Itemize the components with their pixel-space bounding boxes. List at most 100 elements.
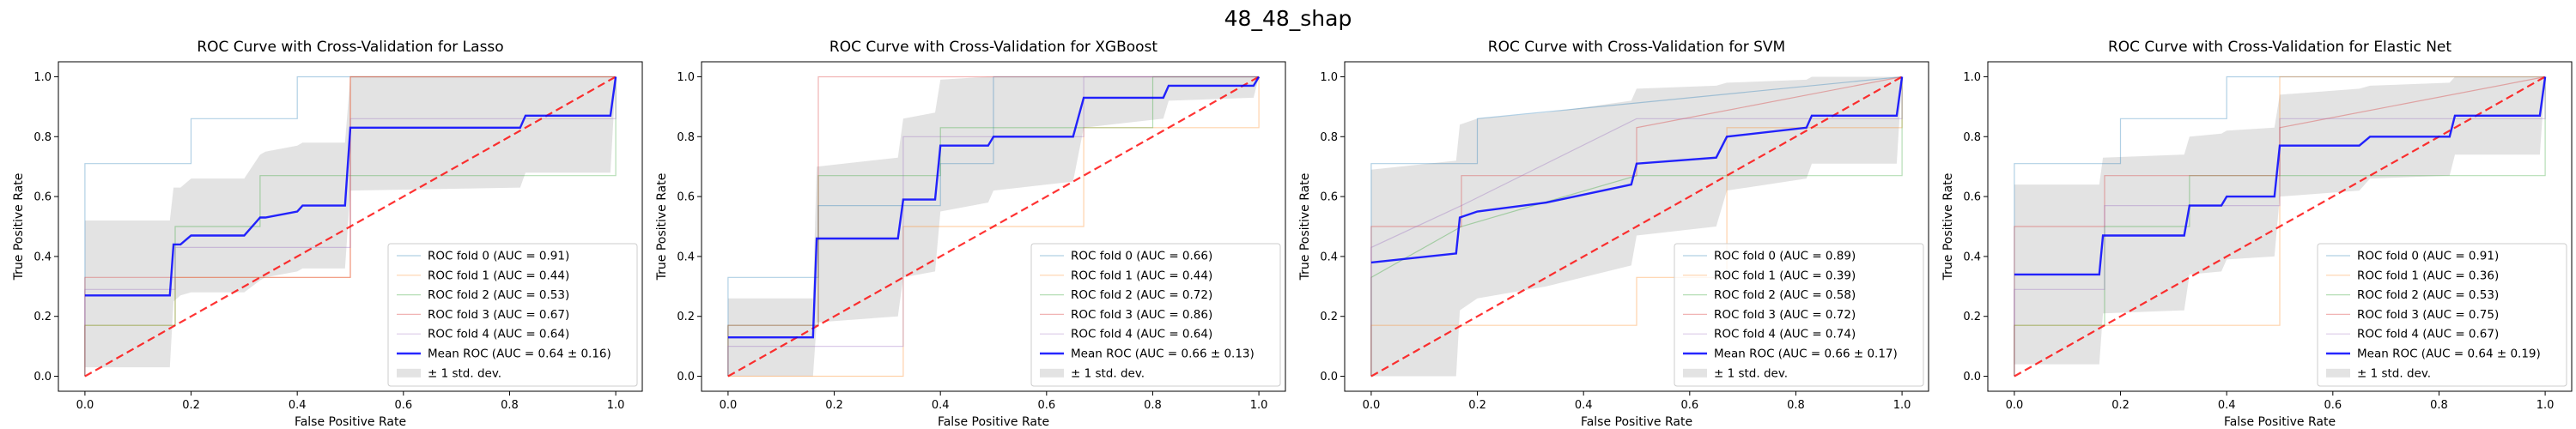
y-tick-label: 0.2 bbox=[33, 311, 52, 323]
legend-label-fold-4: ROC fold 4 (AUC = 0.64) bbox=[428, 328, 569, 341]
x-tick-label: 0.4 bbox=[1575, 399, 1593, 412]
roc-fold-1-line bbox=[2014, 76, 2546, 377]
x-tick-label: 0.6 bbox=[394, 399, 412, 412]
legend-label-fold-1: ROC fold 1 (AUC = 0.36) bbox=[2357, 269, 2499, 282]
x-tick-label: 0.0 bbox=[76, 399, 94, 412]
legend-label-fold-4: ROC fold 4 (AUC = 0.74) bbox=[1714, 328, 1856, 341]
legend-box bbox=[1674, 243, 1924, 387]
y-tick-label: 0.8 bbox=[33, 131, 52, 144]
y-tick-label: 0.4 bbox=[1320, 251, 1338, 263]
roc-fold-2-line bbox=[2014, 76, 2546, 377]
legend-label-mean: Mean ROC (AUC = 0.64 ± 0.16) bbox=[428, 347, 611, 361]
mean-roc-line bbox=[727, 76, 1261, 339]
x-tick-label: 0.2 bbox=[182, 399, 200, 412]
roc-fold-4-line bbox=[84, 76, 617, 377]
y-axis-label: True Positive Rate bbox=[12, 173, 26, 281]
legend-label-mean: Mean ROC (AUC = 0.66 ± 0.17) bbox=[1714, 347, 1898, 361]
x-tick-label: 0.6 bbox=[1680, 399, 1698, 412]
legend-label-mean: Mean ROC (AUC = 0.64 ± 0.19) bbox=[2357, 347, 2541, 361]
x-tick-label: 1.0 bbox=[1893, 399, 1911, 412]
x-tick-label: 1.0 bbox=[607, 399, 625, 412]
roc-fold-2-line bbox=[727, 76, 1260, 377]
legend-label-fold-0: ROC fold 0 (AUC = 0.91) bbox=[2357, 250, 2499, 263]
std-dev-band bbox=[727, 76, 1260, 377]
y-tick-label: 0.2 bbox=[1320, 311, 1338, 323]
x-tick-label: 0.6 bbox=[2324, 399, 2342, 412]
x-tick-label: 0.0 bbox=[1363, 399, 1381, 412]
chance-line bbox=[84, 76, 617, 378]
legend-label-fold-2: ROC fold 2 (AUC = 0.53) bbox=[2357, 288, 2499, 302]
y-tick-label: 0.6 bbox=[677, 191, 695, 204]
chance-line bbox=[727, 76, 1260, 378]
legend-label-fold-0: ROC fold 0 (AUC = 0.66) bbox=[1071, 250, 1212, 263]
legend-swatch-std bbox=[1040, 368, 1064, 378]
legend-label-std: ± 1 std. dev. bbox=[1071, 366, 1145, 380]
legend-label-mean: Mean ROC (AUC = 0.66 ± 0.13) bbox=[1071, 347, 1255, 361]
roc-fold-0-line bbox=[727, 76, 1260, 377]
legend-label-fold-4: ROC fold 4 (AUC = 0.67) bbox=[2357, 328, 2499, 341]
y-tick-label: 1.0 bbox=[33, 71, 52, 84]
x-tick-label: 0.4 bbox=[2218, 399, 2236, 412]
y-tick-label: 0.6 bbox=[1320, 191, 1338, 204]
x-tick-label: 0.4 bbox=[289, 399, 307, 412]
x-tick-label: 1.0 bbox=[1250, 399, 1268, 412]
y-tick-label: 1.0 bbox=[677, 71, 695, 84]
mean-roc-line bbox=[2014, 76, 2547, 276]
legend: ROC fold 0 (AUC = 0.89) ROC fold 1 (AUC =… bbox=[1674, 243, 1924, 387]
y-tick-label: 1.0 bbox=[1963, 71, 1981, 84]
legend-box bbox=[2317, 243, 2567, 387]
roc-fold-2-line bbox=[84, 76, 617, 377]
x-tick-label: 0.2 bbox=[2111, 399, 2129, 412]
roc-panel-2: ROC Curve with Cross-Validation for SVM 0… bbox=[1298, 39, 1929, 429]
legend: ROC fold 0 (AUC = 0.66) ROC fold 1 (AUC =… bbox=[1030, 243, 1281, 387]
legend-label-std: ± 1 std. dev. bbox=[428, 366, 501, 380]
legend-label-std: ± 1 std. dev. bbox=[2357, 366, 2431, 380]
legend-label-fold-3: ROC fold 3 (AUC = 0.86) bbox=[1071, 308, 1212, 322]
legend-label-fold-2: ROC fold 2 (AUC = 0.58) bbox=[1714, 288, 1856, 302]
y-tick-label: 0.0 bbox=[677, 371, 695, 384]
x-tick-label: 0.8 bbox=[501, 399, 519, 412]
legend-label-fold-0: ROC fold 0 (AUC = 0.91) bbox=[428, 250, 569, 263]
legend-label-fold-2: ROC fold 2 (AUC = 0.72) bbox=[1071, 288, 1212, 302]
x-tick-label: 0.0 bbox=[720, 399, 738, 412]
roc-fold-4-line bbox=[727, 76, 1260, 377]
roc-fold-1-line bbox=[727, 76, 1260, 378]
x-tick-label: 0.2 bbox=[825, 399, 843, 412]
panel-title: ROC Curve with Cross-Validation for SVM bbox=[1488, 39, 1785, 56]
y-tick-label: 0.8 bbox=[1320, 131, 1338, 144]
legend-swatch-std bbox=[2326, 368, 2350, 378]
y-tick-label: 0.2 bbox=[677, 311, 695, 323]
x-tick-label: 0.2 bbox=[1468, 399, 1486, 412]
roc-fold-2-line bbox=[1370, 76, 1903, 377]
x-tick-label: 0.8 bbox=[1787, 399, 1805, 412]
legend-label-std: ± 1 std. dev. bbox=[1714, 366, 1788, 380]
roc-panel-0: ROC Curve with Cross-Validation for Lass… bbox=[12, 39, 643, 429]
y-tick-label: 0.6 bbox=[1963, 191, 1981, 204]
figure-suptitle: 48_48_shap bbox=[1224, 6, 1352, 31]
x-axis-label: False Positive Rate bbox=[1581, 415, 1692, 429]
panel-title: ROC Curve with Cross-Validation for Lass… bbox=[197, 39, 503, 56]
plot-area bbox=[727, 76, 1261, 378]
x-tick-label: 0.8 bbox=[2430, 399, 2448, 412]
roc-fold-0-line bbox=[1370, 76, 1903, 377]
roc-fold-0-line bbox=[2014, 76, 2546, 377]
chance-line bbox=[2014, 76, 2546, 378]
x-axis-label: False Positive Rate bbox=[295, 415, 406, 429]
legend-swatch-std bbox=[397, 368, 421, 378]
std-dev-band bbox=[2014, 76, 2546, 365]
legend-label-fold-1: ROC fold 1 (AUC = 0.44) bbox=[428, 269, 569, 282]
panel-title: ROC Curve with Cross-Validation for Elas… bbox=[2108, 39, 2451, 56]
y-tick-label: 0.8 bbox=[677, 131, 695, 144]
roc-panel-3: ROC Curve with Cross-Validation for Elas… bbox=[1941, 39, 2573, 429]
y-tick-label: 0.8 bbox=[1963, 131, 1981, 144]
roc-fold-3-line bbox=[1370, 76, 1903, 377]
axes-frame bbox=[701, 61, 1286, 392]
y-axis-label: True Positive Rate bbox=[655, 173, 669, 281]
y-tick-label: 0.4 bbox=[1963, 251, 1981, 263]
plot-area bbox=[84, 76, 617, 378]
roc-panel-1: ROC Curve with Cross-Validation for XGBo… bbox=[655, 39, 1286, 429]
roc-fold-0-line bbox=[84, 76, 617, 377]
legend-label-fold-4: ROC fold 4 (AUC = 0.64) bbox=[1071, 328, 1212, 341]
legend-swatch-std bbox=[1683, 368, 1707, 378]
